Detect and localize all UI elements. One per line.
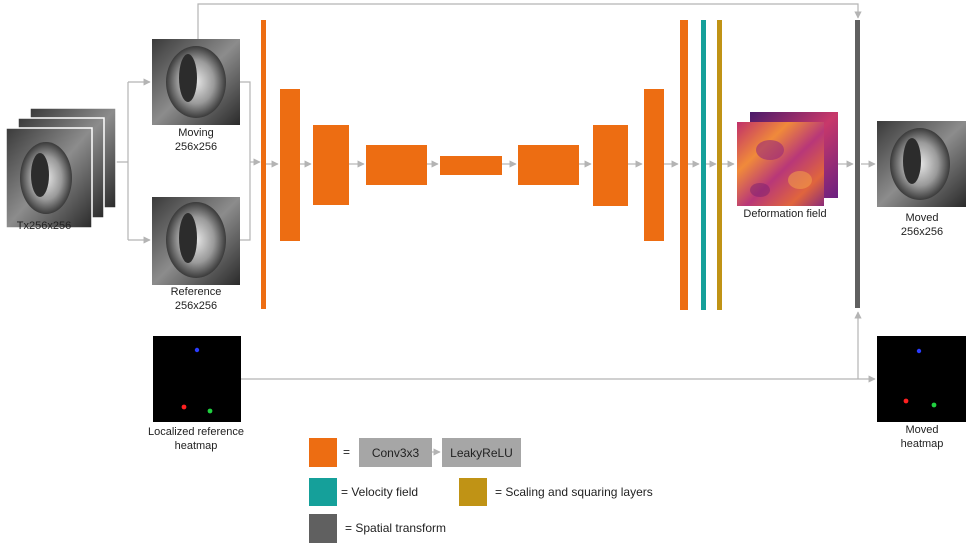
moving-image: [152, 39, 240, 125]
conv-block: [644, 89, 664, 241]
legend-relu-box: LeakyReLU: [442, 438, 521, 467]
legend-spatial-label: = Spatial transform: [345, 521, 447, 535]
legend-scaling-swatch: [459, 478, 487, 506]
moved-heatmap-label: Moved: [905, 424, 939, 436]
network-layers: [261, 20, 860, 310]
velocity-field-block: [701, 20, 706, 310]
conv-block: [680, 20, 688, 310]
input-stack-image: [5, 107, 117, 229]
scaling-squaring-block: [717, 20, 722, 310]
conv-block: [313, 125, 349, 205]
spatial-transform-block: [855, 20, 860, 308]
moving-label: Moving: [178, 127, 214, 139]
legend-spatial-swatch: [309, 514, 337, 543]
moved-image: [877, 121, 966, 207]
legend-velocity-swatch: [309, 478, 337, 506]
moved-heatmap-image: [877, 336, 966, 422]
reference-heatmap-label-2: heatmap: [174, 440, 218, 452]
reference-heatmap-label: Localized reference: [147, 426, 244, 438]
conv-block: [440, 156, 502, 175]
legend-scaling-label: = Scaling and squaring layers: [495, 485, 653, 499]
moved-heatmap-label-2: heatmap: [900, 438, 944, 450]
conv-block: [280, 89, 300, 241]
legend-conv-swatch: [309, 438, 337, 467]
reference-size-label: 256x256: [174, 300, 218, 312]
conv-block: [366, 145, 427, 185]
conv-block: [518, 145, 579, 185]
moved-label: Moved: [905, 212, 939, 224]
deformation-field-image: [737, 112, 838, 206]
reference-heatmap-image: [153, 336, 241, 422]
legend-equals: =: [343, 445, 351, 459]
moved-size-label: 256x256: [900, 226, 944, 238]
conv-block: [261, 20, 266, 309]
legend-velocity-label: = Velocity field: [341, 485, 419, 499]
input-stack-label: Tx256x256: [16, 220, 72, 232]
moving-size-label: 256x256: [174, 141, 218, 153]
legend-conv-box: Conv3x3: [359, 438, 432, 467]
conv-block: [593, 125, 628, 206]
reference-label: Reference: [170, 286, 222, 298]
reference-image: [152, 197, 240, 285]
deformation-field-label: Deformation field: [743, 208, 827, 220]
